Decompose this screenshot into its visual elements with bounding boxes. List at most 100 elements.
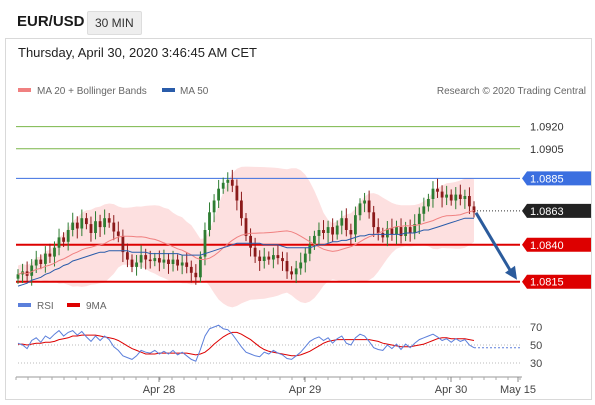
candle-body [44,253,47,264]
candle-body [244,218,248,236]
candle-body [85,218,88,225]
candle-body [98,221,102,228]
chart-timestamp: Thursday, April 30, 2020 3:46:45 AM CET [18,45,257,60]
candle-body [34,259,38,266]
candle-body [413,224,417,233]
level-label-1.0815: 1.0815 [530,277,564,289]
candle-body [262,256,266,261]
candle-body [449,194,453,201]
level-label-1.0905: 1.0905 [530,144,564,156]
candle-body [249,235,252,248]
candle-body [107,218,111,223]
candle-body [199,256,202,278]
candle-body [440,191,444,198]
rsi-tick-50: 50 [530,340,542,352]
candle-body [258,256,262,261]
candle-body [217,188,220,201]
candle-body [112,222,116,232]
ma50-legend-swatch [162,88,175,92]
candle-body [180,262,184,266]
time-axis-label-Apr-30: Apr 30 [435,384,467,396]
candle-body [285,261,289,272]
candle-body [80,218,84,229]
level-label-1.0885: 1.0885 [530,173,564,185]
candle-body [322,230,325,233]
candle-body [203,230,207,257]
chart-frame [5,38,592,400]
candle-body [372,212,376,228]
candle-body [230,179,234,186]
candle-body [75,222,79,229]
candle-body [468,196,471,207]
candle-body [162,259,166,263]
symbol-title: EUR/USD [17,13,85,30]
ma20-line [17,210,475,275]
candle-body [153,258,157,262]
candle-body [390,228,394,235]
candle-body [313,235,316,245]
candle-body [116,231,120,236]
candle-body [331,227,334,235]
candle-body [404,227,407,236]
time-axis-label-May-15: May 15 [500,384,536,396]
level-label-1.0840: 1.0840 [530,240,564,252]
candle-body [358,203,362,216]
candle-body [103,218,106,228]
time-axis-label-Apr-28: Apr 28 [143,384,175,396]
rsi-legend-swatch [18,303,31,307]
candle-body [212,200,216,213]
candle-body [148,259,152,262]
candle-body [354,215,357,235]
candle-body [431,188,435,199]
candle-body [253,247,257,257]
candle-body [135,262,138,267]
candle-body [427,199,430,207]
forecast-arrow-head [505,265,517,280]
candle-body [290,271,293,275]
candle-body [39,259,43,264]
candle-body [272,255,275,260]
candle-body [340,218,344,226]
candle-body [303,253,307,263]
rsi-legend: RSI 9MA [18,301,107,312]
candle-body [53,247,56,257]
level-labels: 1.0920 1.0905 1.0885 1.0863 1.0840 1.0815 [522,122,591,289]
candle-body [308,244,312,254]
candle-body [71,222,75,230]
candle-body [472,206,476,213]
candle-body [349,230,353,235]
candle-body [376,227,380,233]
rsi-legend-label: RSI [37,301,54,312]
candle-body [367,200,371,213]
candle-body [121,235,125,253]
candle-body [395,227,398,235]
price-legend: MA 20 + Bollinger Bands MA 50 [18,86,209,97]
rsi-tick-70: 70 [530,322,542,334]
ma9-legend-swatch [67,303,80,307]
moving-averages [17,210,475,287]
candle-body [417,213,421,225]
level-tag-1.0885 [522,171,591,186]
candle-body [226,179,230,183]
candle-body [167,259,170,264]
candle-body [276,255,280,259]
timeframe-badge[interactable]: 30 MIN [87,11,142,35]
candle-body [189,266,193,273]
candle-body [126,252,129,260]
candle-body [436,188,439,192]
time-axis-label-Apr-29: Apr 29 [289,384,321,396]
level-tag-1.0863 [522,203,591,218]
candle-body [66,230,70,242]
candle-body [463,196,467,199]
candle-body [30,265,34,276]
candle-body [458,194,462,199]
level-label-1.0863: 1.0863 [530,206,564,218]
ma20-legend-swatch [18,88,31,92]
candle-body [454,194,458,201]
ma20-legend-label: MA 20 + Bollinger Bands [37,86,147,97]
candle-body [299,262,303,269]
candle-body [281,258,284,262]
candle-body [422,206,426,214]
candle-body [386,228,389,238]
